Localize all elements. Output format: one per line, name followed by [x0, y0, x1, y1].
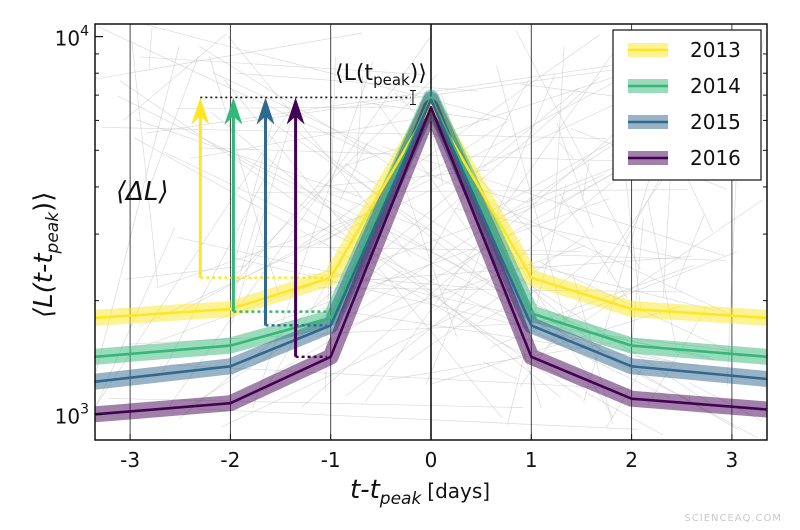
x-tick-label: 1: [525, 448, 538, 472]
background-trajectory: [230, 213, 259, 305]
x-tick-label: 3: [726, 448, 739, 472]
background-trajectory: [228, 153, 758, 438]
background-trajectory: [547, 199, 764, 347]
y-tick-label: 103: [55, 401, 89, 428]
legend-label: 2016: [690, 146, 741, 170]
background-trajectory: [139, 56, 428, 76]
y-tick-label: 104: [55, 24, 89, 51]
series-line: [95, 98, 767, 383]
legend: 2013 2014 2015 2016: [612, 29, 762, 181]
x-tick-label: 0: [425, 448, 438, 472]
series-line: [95, 103, 767, 320]
x-axis-label: t-tpeak [days]: [350, 475, 490, 509]
peak-annotation-sub: peak: [373, 71, 410, 89]
background-trajectory: [429, 305, 680, 385]
x-tick-label: -3: [120, 448, 140, 472]
background-trajectory: [356, 76, 363, 169]
background-trajectory: [211, 111, 561, 398]
background-trajectory: [230, 121, 291, 325]
background-trajectory: [102, 126, 607, 139]
svg-text:⟨L(tpeak)⟩: ⟨L(tpeak)⟩: [335, 61, 427, 89]
legend-label: 2013: [690, 38, 741, 62]
background-trajectory: [146, 56, 199, 194]
x-tick-label: -1: [321, 448, 341, 472]
arrow-head: [286, 97, 305, 125]
background-trajectory: [97, 26, 373, 156]
background-trajectory: [382, 146, 725, 257]
background-trajectory: [377, 104, 473, 236]
peak-annotation: ⟨L(tpeak)⟩: [335, 61, 427, 89]
axis-ticks: -3 -2 -1 0 1 2 3 103 104: [55, 24, 767, 472]
background-trajectory: [558, 193, 628, 299]
background-trajectory: [581, 163, 590, 200]
background-trajectory: [123, 33, 227, 121]
series-lines: [95, 96, 767, 416]
peak-annotation-text: ⟨L(t: [335, 61, 373, 86]
y-axis-label: ⟨L(t-tpeak)⟩: [29, 192, 63, 318]
x-axis-label-unit: [days]: [427, 479, 490, 503]
background-trajectory: [146, 24, 510, 121]
series-line: [95, 96, 767, 359]
y-axis-label-main: ⟨L(t-t: [29, 253, 59, 318]
background-trajectory: [190, 117, 419, 159]
background-trajectory: [559, 142, 574, 160]
arrow-head: [256, 97, 275, 125]
y-axis-label-close: )⟩: [29, 192, 59, 212]
arrow-head: [191, 97, 210, 125]
background-trajectory: [507, 253, 726, 261]
background-trajectory: [131, 42, 159, 286]
x-axis-label-sub: peak: [379, 489, 423, 509]
series-line: [95, 106, 767, 416]
background-trajectory: [182, 39, 696, 311]
background-trajectory: [556, 122, 594, 228]
background-trajectory: [156, 213, 367, 289]
background-trajectory: [482, 361, 517, 380]
background-trajectory: [515, 30, 641, 271]
background-trajectory: [125, 265, 247, 280]
background-trajectory: [554, 46, 565, 219]
background-trajectory: [584, 391, 664, 436]
background-trajectory: [176, 106, 389, 109]
background-trajectory: [674, 214, 705, 289]
background-trajectory: [261, 198, 610, 328]
background-trajectory: [235, 72, 479, 92]
watermark: SCIENCEAQ.COM: [684, 513, 782, 524]
background-trajectory: [164, 151, 671, 399]
delta-arrows: [191, 89, 416, 358]
y-axis-label-sub: peak: [43, 211, 63, 255]
x-axis-label-main: t-t: [350, 475, 381, 505]
x-tick-label: -2: [220, 448, 240, 472]
background-trajectory: [255, 246, 582, 252]
background-trajectory: [430, 125, 444, 184]
legend-label: 2015: [690, 110, 741, 134]
delta-annotation: ⟨ΔL⟩: [116, 177, 169, 207]
background-trajectory: [339, 141, 368, 201]
background-trajectory: [135, 119, 362, 198]
background-trajectory: [234, 257, 677, 363]
peak-annotation-close: )⟩: [410, 61, 427, 86]
background-trajectory: [169, 364, 630, 390]
arrow-head: [224, 97, 243, 125]
background-trajectory: [322, 307, 700, 367]
legend-label: 2014: [690, 74, 741, 98]
background-trajectory: [229, 167, 334, 291]
background-trajectory: [235, 116, 275, 259]
background-trajectory: [262, 155, 642, 382]
background-trajectory: [527, 263, 716, 311]
background-trajectory: [161, 150, 280, 374]
x-tick-label: 2: [625, 448, 638, 472]
background-trajectory: [318, 120, 508, 246]
background-trajectory: [197, 408, 638, 430]
background-trajectory: [409, 236, 585, 361]
background-trajectory: [95, 32, 363, 80]
background-trajectory: [198, 45, 416, 181]
background-trajectory: [148, 27, 153, 70]
